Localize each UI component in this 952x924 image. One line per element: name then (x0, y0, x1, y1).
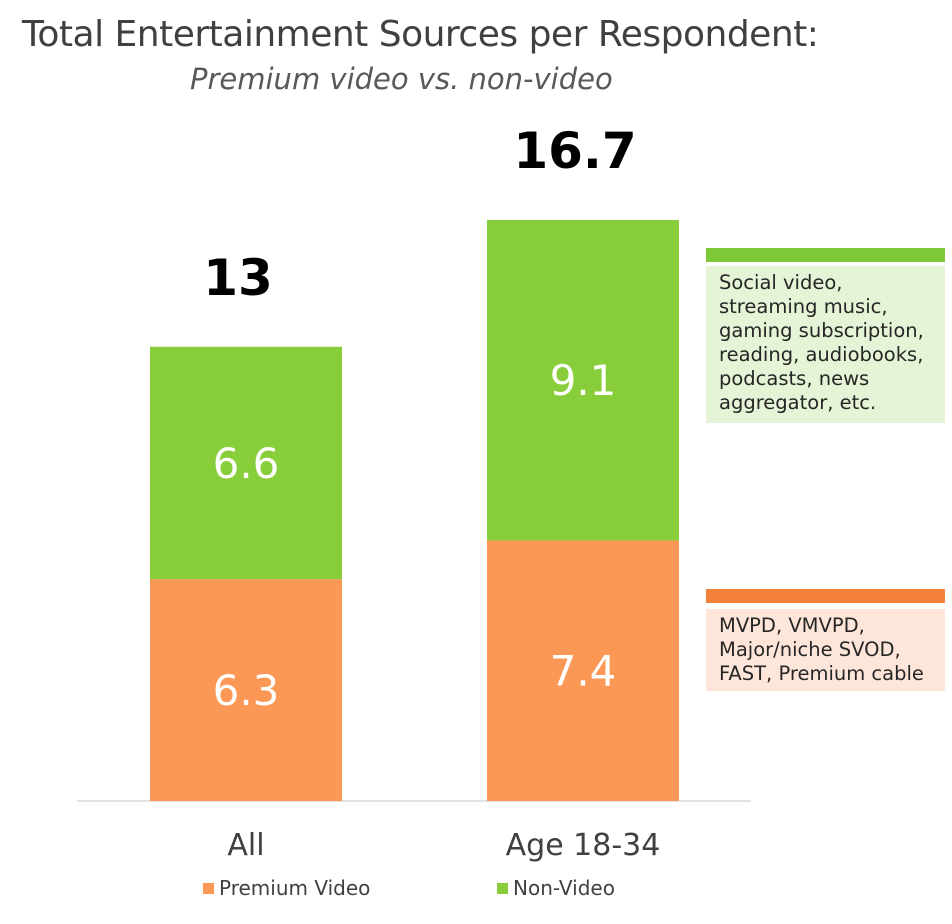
data-label: 7.4 (550, 647, 617, 696)
legend-nonvideo-label: Non-Video (513, 876, 615, 900)
nonvideo-note-line: gaming subscription, (719, 319, 924, 342)
nonvideo-note-line: streaming music, (719, 295, 888, 318)
nonvideo-note-line: reading, audiobooks, (719, 343, 924, 366)
premium-note-bar (706, 589, 945, 603)
nonvideo-note-line: podcasts, news (719, 367, 870, 390)
chart-subtitle: Premium video vs. non-video (190, 62, 613, 96)
legend-nonvideo-swatch (497, 882, 508, 894)
nonvideo-note-line: Social video, (719, 271, 843, 294)
premium-note-line: MVPD, VMVPD, (719, 614, 865, 637)
data-label: 6.3 (213, 666, 280, 715)
legend-premium-label: Premium Video (219, 876, 371, 900)
x-tick-label: All (227, 828, 264, 863)
premium-note-line: FAST, Premium cable (719, 662, 924, 685)
bar-premium-all (150, 579, 342, 801)
x-tick-label: Age 18-34 (506, 828, 661, 863)
legend-premium: Premium Video (203, 876, 370, 900)
legend-premium-swatch (203, 882, 214, 894)
total-label: 13 (203, 249, 273, 307)
premium-note: MVPD, VMVPD, Major/niche SVOD, FAST, Pre… (706, 609, 945, 691)
total-label: 16.7 (513, 122, 636, 180)
bar-nonvideo-age-18-34 (487, 220, 679, 541)
data-label: 6.6 (213, 439, 280, 488)
premium-note-line: Major/niche SVOD, (719, 638, 901, 661)
legend-nonvideo: Non-Video (497, 876, 615, 900)
bar-premium-age-18-34 (487, 540, 679, 801)
bar-nonvideo-all (150, 346, 342, 580)
nonvideo-note: Social video, streaming music, gaming su… (706, 266, 945, 423)
chart-title: Total Entertainment Sources per Responde… (22, 14, 819, 55)
nonvideo-note-bar (706, 248, 945, 262)
data-label: 9.1 (550, 356, 617, 405)
nonvideo-note-line: aggregator, etc. (719, 391, 877, 414)
